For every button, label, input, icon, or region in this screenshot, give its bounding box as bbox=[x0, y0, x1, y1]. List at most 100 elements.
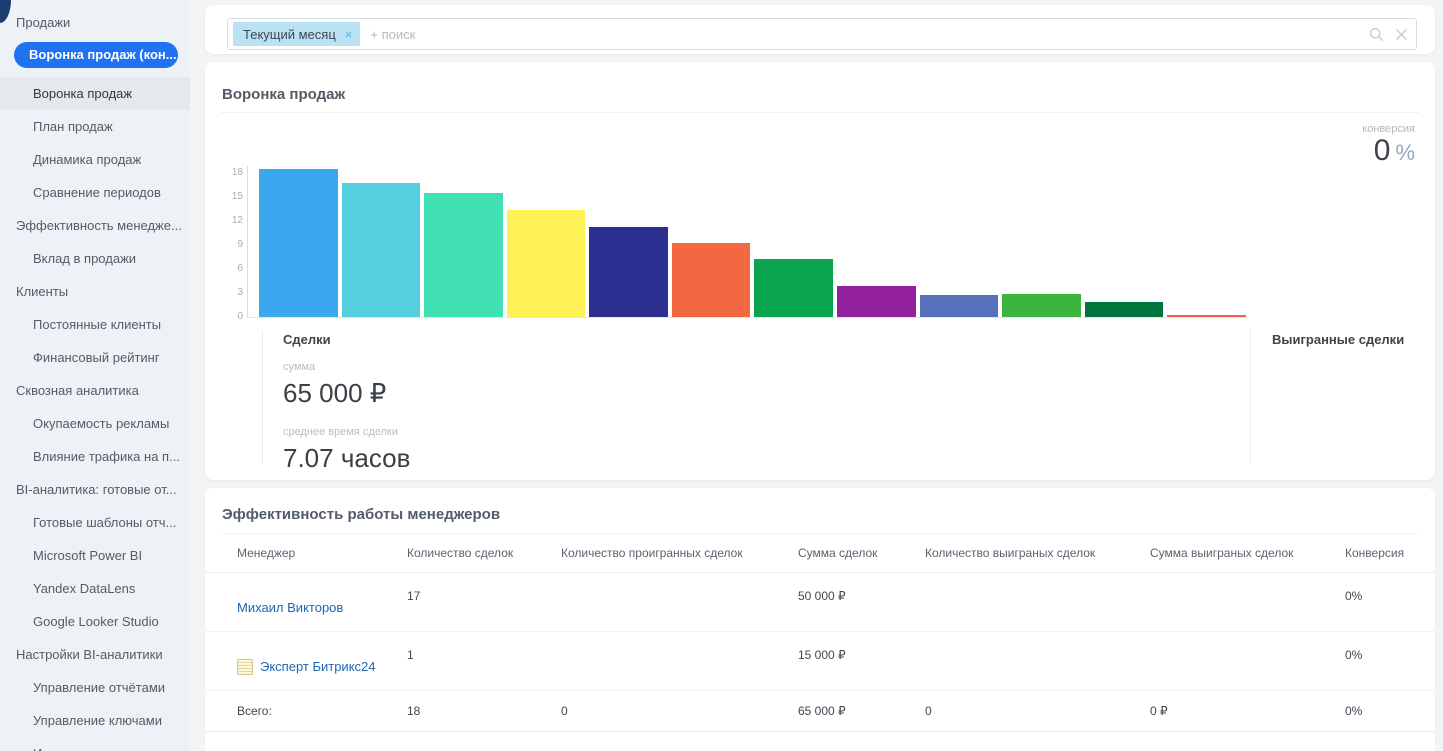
funnel-bar-stage-3[interactable] bbox=[424, 193, 503, 317]
sidebar-item[interactable]: Влияние трафика на п... bbox=[33, 449, 180, 464]
avg-time-value: 7.07 часов bbox=[283, 443, 411, 473]
table-cell bbox=[561, 572, 798, 632]
sidebar-item[interactable]: Готовые шаблоны отч... bbox=[33, 515, 177, 530]
manager-cell: Михаил Викторов bbox=[205, 572, 407, 632]
funnel-y-axis: 0 3 6 9 12 15 18 bbox=[225, 166, 243, 322]
stats-divider-left bbox=[262, 330, 263, 463]
manager-link[interactable]: Михаил Викторов bbox=[237, 599, 344, 615]
sidebar-section[interactable]: Продажи bbox=[16, 15, 71, 30]
conversion-label: конверсия bbox=[1362, 123, 1415, 135]
sidebar-item[interactable]: Google Looker Studio bbox=[33, 614, 159, 629]
sidebar-section[interactable]: Эффективность менедже... bbox=[16, 218, 182, 233]
search-icon[interactable] bbox=[1368, 26, 1385, 43]
total-cell: Всего: bbox=[205, 690, 407, 732]
sidebar-item[interactable]: Постоянные клиенты bbox=[33, 317, 162, 332]
filter-bar-panel: Текущий месяц × + поиск bbox=[205, 5, 1435, 54]
total-cell: 0 ₽ bbox=[1150, 690, 1345, 732]
total-cell: 0% bbox=[1345, 690, 1435, 732]
deals-stats-title: Сделки bbox=[283, 332, 331, 347]
sum-value: 65 000 ₽ bbox=[283, 378, 387, 408]
table-cell bbox=[1150, 631, 1345, 691]
search-input[interactable]: + поиск bbox=[370, 26, 416, 42]
sidebar-item[interactable]: Microsoft Power BI bbox=[33, 548, 143, 563]
sidebar-nav: Продажи Воронка продаж (кон... Воронка про… bbox=[0, 0, 190, 751]
funnel-bar-stage-12[interactable] bbox=[1167, 315, 1246, 317]
table-header-row: Менеджер Количество сделок Количество прои… bbox=[205, 533, 1435, 573]
table-row: Эксперт Битрикс24 1 15 000 ₽ 0% bbox=[205, 631, 1435, 691]
funnel-bar-stage-8[interactable] bbox=[837, 286, 916, 317]
stats-divider-right bbox=[1250, 330, 1251, 463]
total-cell: 18 bbox=[407, 690, 561, 732]
table-cell bbox=[561, 631, 798, 691]
filter-chip[interactable]: Текущий месяц × bbox=[233, 22, 361, 46]
sidebar-active-report-pill[interactable]: Воронка продаж (кон... bbox=[14, 42, 178, 68]
column-header: Конверсия bbox=[1345, 533, 1435, 573]
sidebar-item[interactable]: Сравнение периодов bbox=[33, 185, 161, 200]
funnel-panel-title: Воронка продаж bbox=[222, 86, 346, 103]
sum-label: сумма bbox=[283, 361, 316, 373]
funnel-bar-stage-6[interactable] bbox=[671, 243, 751, 317]
conversion-widget: конверсия 0% bbox=[1362, 123, 1415, 166]
funnel-bar-stage-1[interactable] bbox=[259, 169, 338, 317]
sidebar-item[interactable]: Использование bbox=[0, 737, 190, 751]
y-axis-tick: 9 bbox=[237, 239, 243, 250]
managers-table: Менеджер Количество сделок Количество прои… bbox=[205, 533, 1435, 732]
funnel-bar-stage-5[interactable] bbox=[589, 227, 668, 317]
funnel-bar-stage-7[interactable] bbox=[754, 259, 834, 317]
table-cell bbox=[925, 572, 1150, 632]
sidebar-section[interactable]: Клиенты bbox=[16, 284, 69, 299]
funnel-bar-stage-9[interactable] bbox=[919, 295, 999, 317]
funnel-bar-stage-4[interactable] bbox=[506, 210, 586, 317]
table-cell bbox=[1150, 572, 1345, 632]
conversion-value: 0% bbox=[1373, 134, 1415, 167]
sidebar: Продажи Воронка продаж (кон... Воронка про… bbox=[0, 0, 190, 751]
table-cell: 0% bbox=[1345, 572, 1435, 632]
table-cell: 50 000 ₽ bbox=[798, 572, 925, 632]
y-axis-tick: 15 bbox=[231, 191, 243, 202]
sidebar-item[interactable]: Динамика продаж bbox=[33, 152, 142, 167]
sidebar-section[interactable]: Сквозная аналитика bbox=[16, 383, 139, 398]
total-cell: 65 000 ₽ bbox=[798, 690, 925, 732]
sidebar-item[interactable]: План продаж bbox=[33, 119, 113, 134]
chip-remove-icon[interactable]: × bbox=[344, 26, 353, 42]
expert-bitrix24-avatar bbox=[237, 658, 253, 675]
table-cell: 0% bbox=[1345, 631, 1435, 691]
table-cell: 15 000 ₽ bbox=[798, 631, 925, 691]
sales-funnel-panel: Воронка продаж конверсия 0% 0 3 6 9 12 15 18 С… bbox=[205, 62, 1435, 480]
column-header: Сумма выиграных сделок bbox=[1150, 533, 1345, 573]
sidebar-item[interactable]: Вклад в продажи bbox=[33, 251, 137, 266]
won-deals-title: Выигранные сделки bbox=[1272, 332, 1405, 347]
clear-search-icon[interactable] bbox=[1395, 28, 1408, 41]
table-cell bbox=[925, 631, 1150, 691]
funnel-bar-stage-11[interactable] bbox=[1084, 302, 1164, 317]
funnel-bar-stage-2[interactable] bbox=[341, 183, 421, 317]
y-axis-tick: 3 bbox=[237, 287, 243, 298]
filter-search-box[interactable]: Текущий месяц × + поиск bbox=[227, 18, 1417, 50]
sidebar-item[interactable]: Воронка продаж bbox=[0, 77, 190, 110]
column-header: Количество сделок bbox=[407, 533, 561, 573]
managers-effectiveness-panel: Эффективность работы менеджеров Менеджер… bbox=[205, 488, 1435, 751]
manager-link[interactable]: Эксперт Битрикс24 bbox=[260, 659, 376, 674]
sidebar-item[interactable]: Окупаемость рекламы bbox=[33, 416, 170, 431]
table-row: Михаил Викторов 17 50 000 ₽ 0% bbox=[205, 572, 1435, 632]
sidebar-section[interactable]: BI-аналитика: готовые от... bbox=[16, 482, 177, 497]
conversion-unit: % bbox=[1395, 140, 1415, 165]
filter-chip-label: Текущий месяц bbox=[243, 26, 336, 42]
total-cell: 0 bbox=[925, 690, 1150, 732]
sidebar-section[interactable]: Настройки BI-аналитики bbox=[16, 647, 163, 662]
y-axis-tick: 12 bbox=[231, 215, 243, 226]
funnel-bar-stage-10[interactable] bbox=[1002, 294, 1081, 317]
sidebar-item[interactable]: Yandex DataLens bbox=[33, 581, 136, 596]
column-header: Сумма сделок bbox=[798, 533, 925, 573]
menu-corner-decoration bbox=[0, 0, 11, 23]
divider bbox=[221, 112, 1419, 113]
table-cell: 17 bbox=[407, 572, 561, 632]
sidebar-item[interactable]: Управление ключами bbox=[33, 713, 162, 728]
y-axis-line bbox=[247, 166, 248, 318]
column-header: Менеджер bbox=[205, 533, 407, 573]
y-axis-tick: 0 bbox=[237, 311, 243, 322]
sidebar-item[interactable]: Управление отчётами bbox=[33, 680, 166, 695]
sidebar-item[interactable]: Финансовый рейтинг bbox=[33, 350, 160, 365]
y-axis-tick: 6 bbox=[237, 263, 243, 274]
